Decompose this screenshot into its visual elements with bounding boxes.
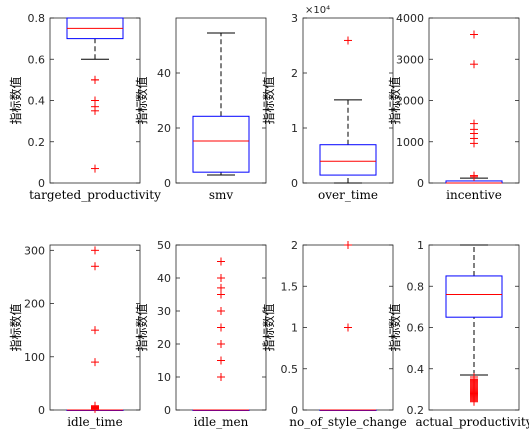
y-tick-label: 20 [157, 338, 171, 351]
outlier-point [217, 290, 225, 299]
outlier-point [217, 257, 225, 266]
y-tick-label: 0 [291, 404, 298, 417]
y-tick-label: 20 [157, 122, 171, 135]
y-axis-label: 指标数值 [8, 303, 23, 351]
x-axis-label: idle_time [67, 415, 123, 429]
y-tick-label: 1.5 [281, 280, 299, 293]
y-tick-label: 0.2 [28, 136, 46, 149]
y-axis-label: 指标数值 [134, 76, 149, 124]
outlier-point [91, 262, 99, 271]
outlier-point [470, 397, 478, 406]
y-tick-label: 0.4 [28, 95, 46, 108]
y-tick-label: 40 [157, 67, 171, 80]
x-axis-label: no_of_style_change [289, 415, 406, 429]
y-tick-label: 2000 [396, 95, 424, 108]
y-tick-label: 1 [291, 122, 298, 135]
y-axis-label: 指标数值 [8, 76, 23, 124]
x-axis-label: over_time [318, 188, 378, 202]
axes-frame [175, 17, 267, 184]
y-tick-label: 0 [291, 177, 298, 190]
y-tick-label: 3000 [396, 53, 424, 66]
y-tick-label: 1 [417, 239, 424, 252]
subplot-actual-productivity: 0.2 0.4 0.6 0.8 1 actual_productivity 指标数值 [387, 239, 529, 429]
iqr-box [319, 144, 377, 176]
subplot-smv: 0 20 40 smv 指标数值 [134, 17, 267, 202]
y-tick-label: 50 [157, 239, 171, 252]
y-tick-label: 0 [417, 177, 424, 190]
x-axis-label: incentive [446, 188, 502, 202]
y-axis-label: 指标数值 [387, 303, 402, 351]
y-tick-label: 100 [24, 351, 45, 364]
y-tick-label: 0.5 [281, 363, 299, 376]
outlier-point [91, 164, 99, 173]
outlier-point [470, 60, 478, 69]
y-axis-label: 指标数值 [261, 303, 276, 351]
subplot-no-of-style-change: 0 0.5 1 1.5 2 no_of_style_change 指标数值 [261, 239, 407, 429]
outlier-point [91, 246, 99, 255]
x-axis-label: actual_productivity [415, 415, 529, 429]
outlier-point [91, 75, 99, 84]
y-tick-label: 3 [291, 12, 298, 25]
iqr-box [445, 275, 503, 318]
iqr-box [192, 115, 250, 173]
x-axis-label: targeted_productivity [29, 188, 161, 202]
outlier-point [344, 241, 352, 249]
y-tick-label: 10 [157, 371, 171, 384]
outlier-point [217, 356, 225, 365]
y-tick-label: 0 [38, 177, 45, 190]
y-tick-label: 30 [157, 305, 171, 318]
y-axis-label: 指标数值 [261, 76, 276, 124]
y-tick-label: 0.6 [28, 53, 46, 66]
subplot-idle-time: 0 100 200 300 idle_time 指标数值 [8, 244, 141, 429]
subplot-targeted-productivity: 0 0.2 0.4 0.6 0.8 targeted_productivity 指标数值 [8, 12, 161, 202]
outlier-point [217, 373, 225, 381]
y-tick-label: 1000 [396, 136, 424, 149]
outlier-point [91, 96, 99, 105]
outlier-point [217, 274, 225, 282]
y-tick-label: 1 [291, 322, 298, 335]
subplot-idle-men: 0 10 20 30 40 50 idle_men 指标数值 [134, 239, 267, 429]
subplot-incentive: 0 1000 2000 3000 4000 incentive 指标数值 [387, 12, 520, 202]
axes-frame [428, 17, 520, 184]
y-axis-label: 指标数值 [387, 76, 402, 124]
y-tick-label: 0 [38, 404, 45, 417]
outlier-point [91, 326, 99, 335]
y-axis-label: 指标数值 [134, 303, 149, 351]
outlier-point [344, 323, 352, 332]
y-tick-label: 4000 [396, 12, 424, 25]
y-tick-label: 0.8 [28, 12, 46, 25]
outlier-point [217, 323, 225, 332]
y-tick-label: 0 [164, 177, 171, 190]
x-axis-label: smv [209, 188, 234, 202]
outlier-point [470, 172, 478, 181]
y-tick-label: 200 [24, 298, 45, 311]
outlier-point [217, 340, 225, 348]
outlier-point [217, 307, 225, 315]
y-tick-label: 0 [164, 404, 171, 417]
y-tick-label: 40 [157, 272, 171, 285]
x-axis-label: idle_men [194, 415, 249, 429]
outlier-point [470, 30, 478, 39]
y-tick-label: 0.6 [407, 322, 425, 335]
y-tick-label: 0.2 [407, 404, 425, 417]
y-tick-label: 0.8 [407, 280, 425, 293]
outlier-point [470, 139, 478, 148]
outlier-point [91, 404, 99, 413]
outlier-point [91, 358, 99, 367]
exponent-label: ×10⁴ [305, 5, 330, 16]
y-tick-label: 0.4 [407, 363, 425, 376]
subplot-over-time: 0 1 2 3 ×10⁴ over_time 指标数值 [261, 5, 394, 202]
y-tick-label: 300 [24, 244, 45, 257]
outlier-point [344, 36, 352, 45]
y-tick-label: 2 [291, 67, 298, 80]
y-tick-label: 2 [291, 239, 298, 252]
